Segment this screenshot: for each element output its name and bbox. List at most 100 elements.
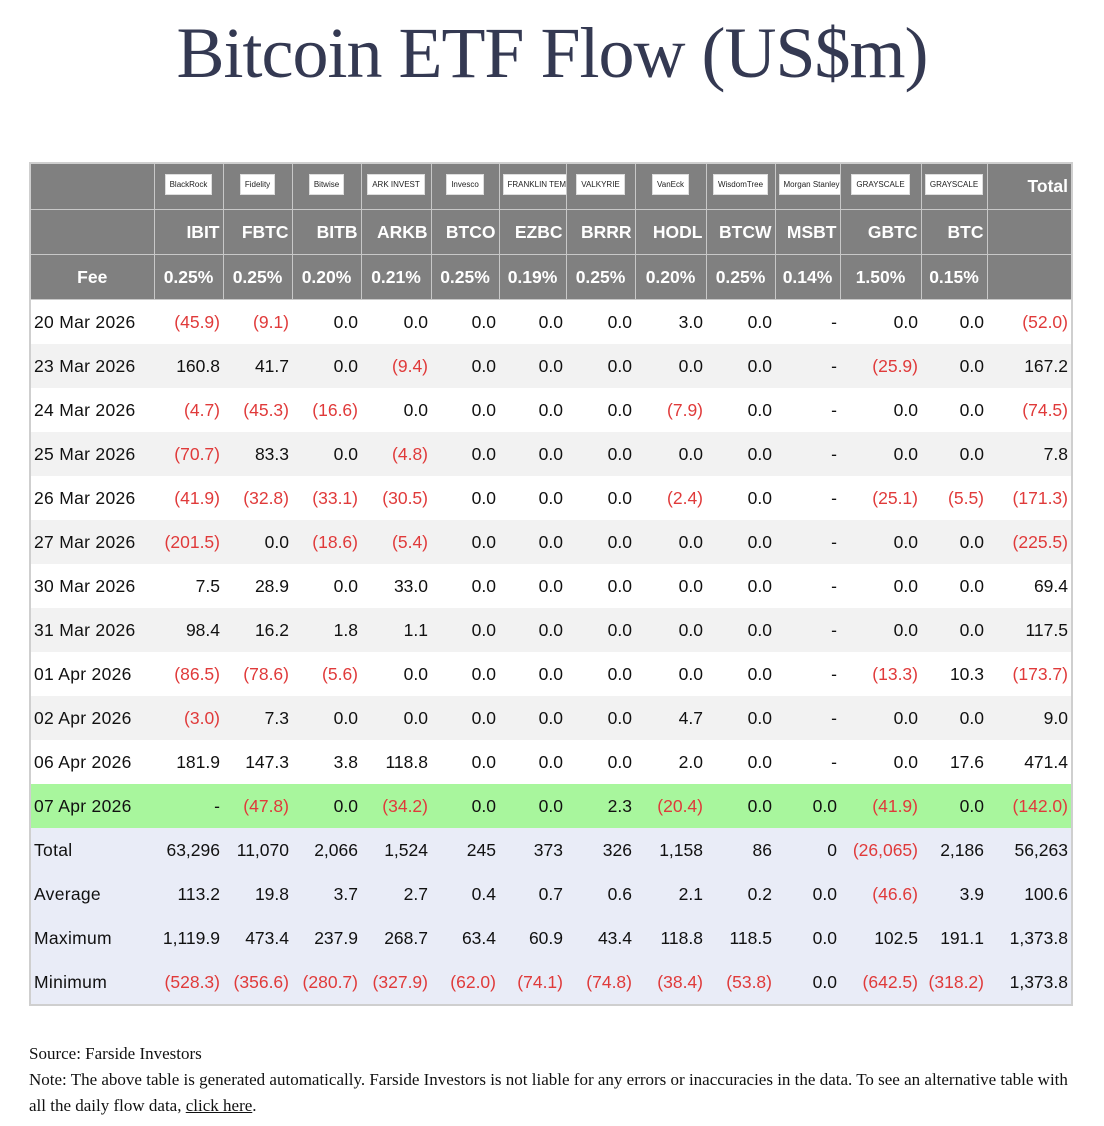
- disclaimer: Note: The above table is generated autom…: [29, 1067, 1079, 1119]
- flow-value: (318.2): [921, 960, 987, 1005]
- flow-value: 1,158: [635, 828, 706, 872]
- flow-value: (13.3): [840, 652, 921, 696]
- flow-value: 0.0: [706, 740, 775, 784]
- flow-value: 0.0: [499, 784, 566, 828]
- flow-value: 7.5: [154, 564, 223, 608]
- flow-value: 473.4: [223, 916, 292, 960]
- flow-value: 0.0: [566, 740, 635, 784]
- summary-row: Maximum 1,119.9 473.4 237.9 268.7 63.4 60.9 43.…: [30, 916, 1072, 960]
- flow-value: (25.1): [840, 476, 921, 520]
- flow-value: 0.0: [775, 872, 840, 916]
- row-label: 07 Apr 2026: [30, 784, 154, 828]
- flow-value: 102.5: [840, 916, 921, 960]
- ticker: MSBT: [774, 209, 841, 255]
- flow-value: 43.4: [566, 916, 635, 960]
- daily-row: 31 Mar 2026 98.4 16.2 1.8 1.1 0.0 0.0 0.0 0.0 0.0…: [30, 608, 1072, 652]
- flow-value: 0.0: [292, 344, 361, 388]
- flow-value: 118.8: [635, 916, 706, 960]
- flow-value: (142.0): [987, 784, 1072, 828]
- flow-value: 326: [566, 828, 635, 872]
- corner-cell: [29, 209, 155, 255]
- row-label: 02 Apr 2026: [30, 696, 154, 740]
- source-note: Source: Farside Investors: [29, 1044, 202, 1063]
- flow-value: 0.0: [840, 564, 921, 608]
- flow-value: 0.0: [499, 432, 566, 476]
- row-label: 01 Apr 2026: [30, 652, 154, 696]
- flow-value: 16.2: [223, 608, 292, 652]
- flow-value: 10.3: [921, 652, 987, 696]
- flow-value: (32.8): [223, 476, 292, 520]
- row-label: 27 Mar 2026: [30, 520, 154, 564]
- flow-value: -: [775, 740, 840, 784]
- flow-value: 237.9: [292, 916, 361, 960]
- flow-value: 69.4: [987, 564, 1072, 608]
- flow-value: 33.0: [361, 564, 431, 608]
- flow-value: 0.0: [431, 696, 499, 740]
- logo-cell: WisdomTree: [705, 162, 776, 210]
- flow-value: 0.0: [431, 784, 499, 828]
- fee-value: 0.19%: [498, 254, 567, 300]
- flow-value: 0.0: [566, 344, 635, 388]
- fund-logo: VanEck: [652, 173, 689, 195]
- flow-value: (5.6): [292, 652, 361, 696]
- flow-value: (201.5): [154, 520, 223, 564]
- row-label: 24 Mar 2026: [30, 388, 154, 432]
- flow-value: (74.5): [987, 388, 1072, 432]
- row-label: 23 Mar 2026: [30, 344, 154, 388]
- flow-value: -: [154, 784, 223, 828]
- flow-value: (4.7): [154, 388, 223, 432]
- flow-value: 0.0: [361, 652, 431, 696]
- logo-cell: Bitwise: [291, 162, 362, 210]
- flow-value: 28.9: [223, 564, 292, 608]
- flow-value: 0.0: [361, 696, 431, 740]
- flow-value: 0.0: [921, 608, 987, 652]
- row-label: 20 Mar 2026: [30, 299, 154, 344]
- flow-value: 0.0: [921, 299, 987, 344]
- corner-cell: [29, 162, 155, 210]
- flow-value: 1.8: [292, 608, 361, 652]
- flow-value: 2.7: [361, 872, 431, 916]
- page-title: Bitcoin ETF Flow (US$m): [176, 13, 928, 93]
- flow-value: 0.0: [361, 388, 431, 432]
- flow-value: (327.9): [361, 960, 431, 1005]
- flow-value: (25.9): [840, 344, 921, 388]
- row-label: 26 Mar 2026: [30, 476, 154, 520]
- flow-value: 3.0: [635, 299, 706, 344]
- flow-value: 117.5: [987, 608, 1072, 652]
- flow-value: 0.0: [635, 608, 706, 652]
- flow-value: 0.0: [840, 608, 921, 652]
- flow-value: 3.8: [292, 740, 361, 784]
- flow-value: 0.0: [431, 432, 499, 476]
- logo-cell: FRANKLIN TEMPLETON: [498, 162, 567, 210]
- flow-value: (18.6): [292, 520, 361, 564]
- fee-value: 0.20%: [291, 254, 362, 300]
- logo-row: BlackRock Fidelity Bitwise ARK INVEST Invesc…: [29, 162, 1073, 210]
- flow-value: (280.7): [292, 960, 361, 1005]
- flow-value: 0.0: [499, 740, 566, 784]
- disclaimer-end: .: [252, 1096, 257, 1115]
- daily-row: 06 Apr 2026 181.9 147.3 3.8 118.8 0.0 0.0 0.0 2.…: [30, 740, 1072, 784]
- flow-value: 0.0: [566, 564, 635, 608]
- flow-value: (70.7): [154, 432, 223, 476]
- ticker: BTCO: [430, 209, 500, 255]
- ticker: BITB: [291, 209, 362, 255]
- fee-value: 0.25%: [222, 254, 293, 300]
- ticker: FBTC: [222, 209, 293, 255]
- flow-value: 63,296: [154, 828, 223, 872]
- daily-row: 27 Mar 2026 (201.5) 0.0 (18.6) (5.4) 0.0 0.0 0.…: [30, 520, 1072, 564]
- logo-cell: GRAYSCALE: [920, 162, 988, 210]
- flow-value: 0.0: [292, 432, 361, 476]
- flow-value: 0.0: [431, 344, 499, 388]
- flow-value: 245: [431, 828, 499, 872]
- fee-value: 0.25%: [565, 254, 636, 300]
- link[interactable]: click here: [185, 1096, 253, 1115]
- flow-value: -: [775, 520, 840, 564]
- flow-value: 0.0: [292, 299, 361, 344]
- flow-value: 0.0: [566, 696, 635, 740]
- flow-value: (356.6): [223, 960, 292, 1005]
- flow-value: 56,263: [987, 828, 1072, 872]
- flow-value: (46.6): [840, 872, 921, 916]
- fund-logo: BlackRock: [164, 173, 213, 195]
- logo-cell: Invesco: [430, 162, 500, 210]
